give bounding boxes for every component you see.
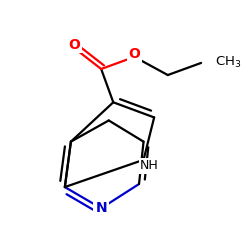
Text: N: N (95, 201, 107, 215)
Text: O: O (68, 38, 80, 52)
Text: O: O (128, 47, 140, 61)
Text: NH: NH (140, 159, 159, 172)
Text: CH$_3$: CH$_3$ (215, 56, 241, 70)
